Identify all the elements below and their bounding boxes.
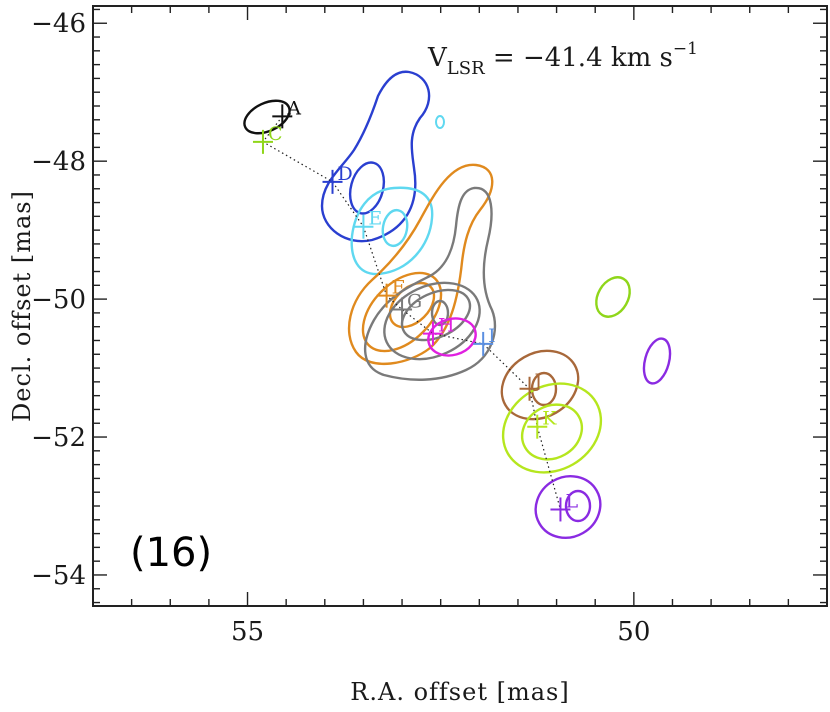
velocity-annotation: VLSR = −41.4 km s−1 — [427, 39, 698, 79]
contour-G — [430, 299, 450, 327]
feature-L: L — [550, 490, 578, 522]
contour-F — [361, 271, 443, 353]
contour-G — [400, 288, 472, 342]
contour-A — [243, 99, 291, 135]
y-tick-label: −48 — [31, 147, 86, 177]
contour-K — [520, 403, 584, 461]
contour-C — [595, 276, 631, 318]
feature-H-label: H — [438, 315, 455, 337]
trajectory-layer — [262, 115, 562, 510]
feature-I: I — [473, 325, 496, 356]
trajectory-line — [262, 115, 562, 510]
feature-L-label: L — [565, 490, 578, 512]
contour-D — [348, 161, 386, 215]
contour-L — [534, 475, 602, 539]
plot-frame — [92, 5, 828, 607]
contour-G — [383, 281, 481, 361]
feature-H: H — [422, 315, 455, 346]
x-axis-title: R.A. offset [mas] — [350, 678, 569, 706]
contour-K — [501, 382, 603, 474]
contour-F — [347, 163, 494, 366]
feature-A-label: A — [286, 97, 301, 119]
contour-E — [381, 208, 409, 248]
contour-J — [500, 349, 580, 421]
x-tick-label: 50 — [617, 617, 650, 647]
panel-label: (16) — [130, 530, 212, 576]
feature-E: E — [353, 208, 382, 239]
y-tick-label: −54 — [31, 561, 86, 591]
feature-layer: AC D E FGH I JK L — [252, 97, 578, 522]
feature-F: F — [376, 277, 405, 308]
annotation-layer: VLSR = −41.4 km s−1 (16) — [130, 39, 698, 576]
feature-G-label: G — [407, 290, 422, 312]
contour-E — [435, 115, 445, 129]
feature-G: G — [392, 290, 422, 322]
y-tick-label: −50 — [31, 285, 86, 315]
contour-G — [363, 186, 497, 381]
y-axis-title: Decl. offset [mas] — [8, 190, 36, 422]
feature-J: J — [519, 370, 543, 401]
feature-K-label: K — [542, 408, 557, 430]
contour-D — [320, 70, 431, 243]
feature-C: C — [252, 123, 283, 154]
feature-F-label: F — [392, 277, 405, 299]
feature-J-label: J — [533, 370, 543, 392]
feature-D-label: D — [338, 163, 353, 185]
feature-K: K — [527, 408, 557, 439]
feature-E-label: E — [368, 208, 382, 230]
axes-layer: 55 50 −46 −48 −50 −52 −54 R.A. offset [mas] Decl… — [8, 5, 828, 706]
contour-layer — [243, 70, 672, 539]
feature-C-label: C — [268, 123, 283, 145]
feature-D: D — [322, 163, 353, 194]
contour-L — [642, 337, 672, 385]
contour-H — [427, 317, 477, 357]
y-tick-label: −46 — [31, 9, 86, 39]
feature-I-label: I — [488, 325, 496, 347]
x-tick-label: 55 — [231, 617, 264, 647]
feature-A: A — [272, 97, 301, 129]
contour-L — [564, 489, 592, 523]
y-tick-label: −52 — [31, 423, 86, 453]
